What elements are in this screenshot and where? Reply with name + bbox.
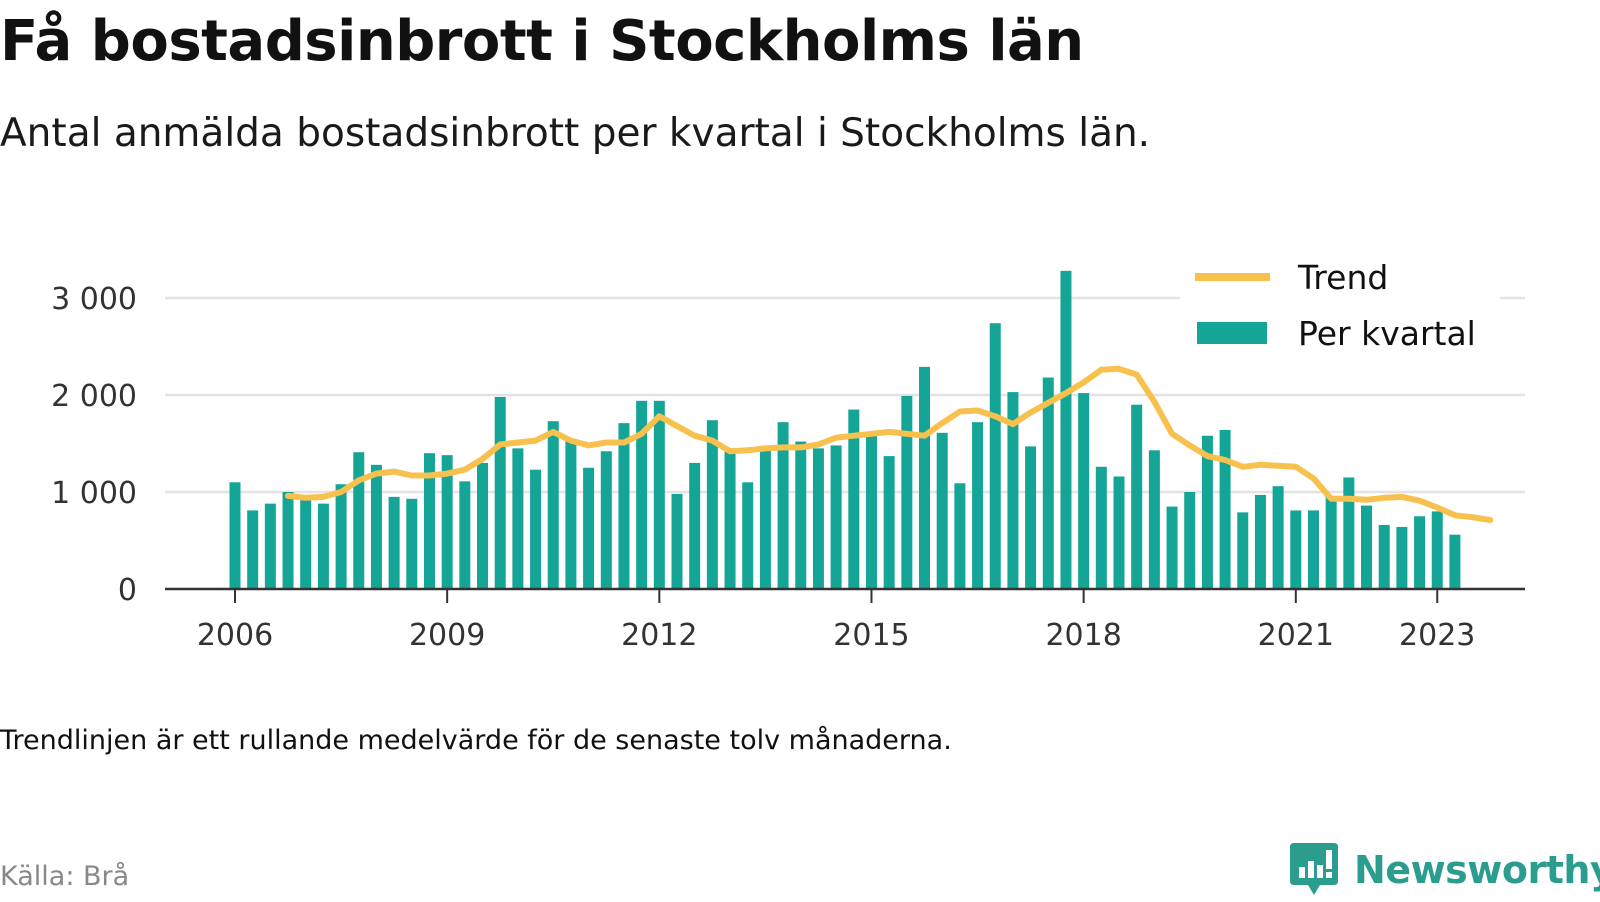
- bar: [1237, 512, 1249, 589]
- bar: [848, 409, 860, 589]
- bar: [441, 455, 453, 589]
- chart: 0 1 000 2 000 3 000 2006 2009 2012 2015 2018 202…: [51, 252, 1525, 653]
- bar: [795, 441, 807, 589]
- bar: [370, 464, 382, 589]
- bar: [494, 396, 506, 589]
- bar: [759, 450, 771, 589]
- bar: [830, 445, 842, 589]
- bar: [1042, 377, 1054, 589]
- chart-title: Få bostadsinbrott i Stockholms län: [0, 9, 1084, 74]
- x-axis: 2006 2009 2012 2015 2018 2021 2023: [165, 587, 1525, 653]
- x-tick-label: 2023: [1399, 618, 1475, 653]
- bar: [1325, 496, 1337, 589]
- bar: [247, 510, 259, 589]
- bar: [477, 462, 489, 589]
- bar: [618, 423, 630, 589]
- legend: Trend Per kvartal: [1180, 252, 1500, 362]
- bar: [459, 481, 471, 589]
- bar: [1378, 524, 1390, 589]
- bar: [989, 323, 1001, 589]
- bar: [1290, 510, 1302, 589]
- legend-trend-label: Trend: [1297, 258, 1388, 297]
- bar: [1201, 435, 1213, 589]
- bar: [1078, 393, 1090, 589]
- bar: [653, 400, 665, 589]
- bar: [812, 448, 824, 589]
- bar-series: [229, 270, 1461, 589]
- bar: [671, 493, 683, 589]
- bar: [1219, 429, 1231, 589]
- bar: [1025, 446, 1037, 589]
- bar: [1254, 494, 1266, 589]
- bar: [1148, 450, 1160, 589]
- chart-note: Trendlinjen är ett rullande medelvärde f…: [0, 725, 952, 756]
- newsworthy-logo-icon: [1290, 843, 1338, 895]
- bar: [777, 422, 789, 589]
- bar: [1361, 505, 1373, 589]
- bar: [530, 469, 542, 589]
- y-tick-label: 0: [118, 573, 137, 608]
- bar: [583, 467, 595, 589]
- bar: [742, 482, 754, 589]
- bar: [1307, 510, 1319, 589]
- y-axis-labels: 0 1 000 2 000 3 000: [51, 282, 137, 608]
- bar: [1113, 476, 1125, 589]
- bar: [919, 366, 931, 589]
- bar: [1431, 511, 1443, 589]
- bar: [406, 498, 418, 589]
- bar: [1414, 516, 1426, 589]
- bar: [565, 438, 577, 589]
- bar: [547, 421, 559, 589]
- bar: [724, 448, 736, 589]
- bar: [1060, 270, 1072, 589]
- x-tick-label: 2018: [1045, 618, 1121, 653]
- bar: [901, 395, 913, 589]
- legend-bar-swatch: [1197, 322, 1267, 344]
- trend-line: [285, 365, 1494, 524]
- brand-logo: Newsworthy: [1288, 838, 1600, 902]
- bar: [1343, 477, 1355, 589]
- bar: [282, 492, 294, 589]
- bar: [1166, 506, 1178, 589]
- trend-series: [285, 365, 1494, 524]
- bar: [636, 400, 648, 589]
- bar: [264, 503, 276, 589]
- bar: [353, 452, 365, 589]
- bar: [706, 420, 718, 589]
- bar: [512, 448, 524, 589]
- bar: [335, 484, 347, 589]
- bar: [1184, 492, 1196, 589]
- bar: [423, 453, 435, 589]
- chart-subtitle: Antal anmälda bostadsinbrott per kvartal…: [0, 111, 1151, 156]
- y-tick-label: 3 000: [51, 282, 137, 317]
- bar: [388, 496, 400, 589]
- bar: [883, 456, 895, 589]
- x-tick-label: 2009: [409, 618, 485, 653]
- bar: [1396, 526, 1408, 589]
- y-tick-label: 2 000: [51, 379, 137, 414]
- x-tick-label: 2015: [833, 618, 909, 653]
- bar: [972, 422, 984, 589]
- x-tick-label: 2012: [621, 618, 697, 653]
- x-tick-label: 2006: [197, 618, 273, 653]
- bar: [1007, 392, 1019, 589]
- bar: [1095, 466, 1107, 589]
- bar: [1272, 486, 1284, 589]
- bar: [317, 503, 329, 589]
- x-tick-label: 2021: [1258, 618, 1334, 653]
- bar: [600, 451, 612, 589]
- bar: [936, 432, 948, 589]
- bar: [689, 462, 701, 589]
- bar: [229, 482, 241, 589]
- bar: [1131, 404, 1143, 589]
- bar: [865, 433, 877, 589]
- bar: [300, 495, 312, 589]
- source-label: Källa: Brå: [0, 861, 130, 892]
- bar: [1449, 534, 1461, 589]
- brand-name: Newsworthy: [1354, 848, 1600, 892]
- legend-bar-label: Per kvartal: [1298, 314, 1476, 353]
- bar: [954, 483, 966, 589]
- y-tick-label: 1 000: [51, 476, 137, 511]
